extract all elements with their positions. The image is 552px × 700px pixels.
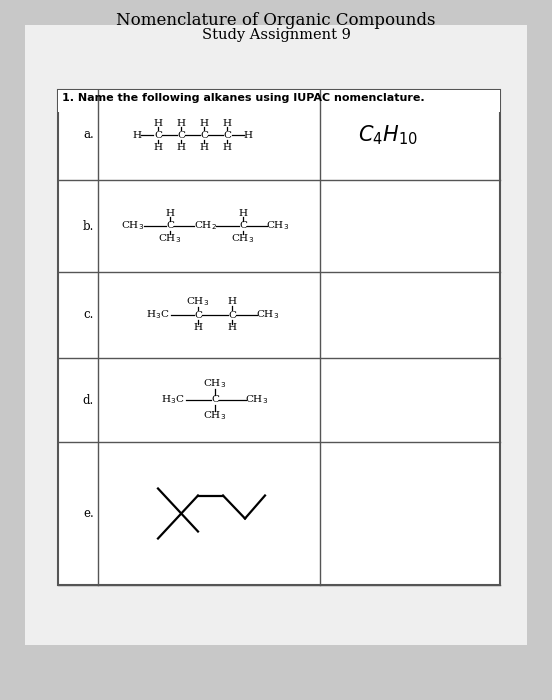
Text: H: H xyxy=(132,130,141,139)
Text: H: H xyxy=(177,143,185,151)
Text: Study Assignment 9: Study Assignment 9 xyxy=(201,28,351,42)
Text: C: C xyxy=(200,130,208,139)
Text: C: C xyxy=(177,130,185,139)
Text: CH$_3$: CH$_3$ xyxy=(121,220,145,232)
Text: H: H xyxy=(194,323,203,332)
Text: H: H xyxy=(166,209,174,218)
Text: $C_4H_{10}$: $C_4H_{10}$ xyxy=(358,123,418,147)
Text: H: H xyxy=(243,130,252,139)
Text: H: H xyxy=(199,143,209,151)
Text: C: C xyxy=(154,130,162,139)
Text: H: H xyxy=(199,118,209,127)
Text: CH$_3$: CH$_3$ xyxy=(231,232,254,246)
Text: CH$_3$: CH$_3$ xyxy=(187,295,210,309)
Text: C: C xyxy=(223,130,231,139)
Text: b.: b. xyxy=(83,220,94,232)
Bar xyxy=(58,90,500,585)
Text: c.: c. xyxy=(83,309,94,321)
Text: H: H xyxy=(177,118,185,127)
Text: d.: d. xyxy=(83,393,94,407)
Bar xyxy=(25,25,527,645)
Text: H$_3$C: H$_3$C xyxy=(161,393,185,407)
Text: CH$_3$: CH$_3$ xyxy=(204,410,226,422)
Text: C: C xyxy=(239,221,247,230)
Text: CH$_2$: CH$_2$ xyxy=(194,220,216,232)
Text: C: C xyxy=(194,311,202,319)
Text: CH$_3$: CH$_3$ xyxy=(246,393,269,407)
Text: C: C xyxy=(166,221,174,230)
Text: C: C xyxy=(228,311,236,319)
Text: C: C xyxy=(211,395,219,405)
Text: H: H xyxy=(153,143,162,151)
Text: Nomenclature of Organic Compounds: Nomenclature of Organic Compounds xyxy=(116,12,436,29)
Text: a.: a. xyxy=(83,129,94,141)
Text: CH$_3$: CH$_3$ xyxy=(257,309,279,321)
Text: CH$_3$: CH$_3$ xyxy=(267,220,290,232)
Text: e.: e. xyxy=(83,507,94,520)
Text: H: H xyxy=(238,209,247,218)
Text: H: H xyxy=(222,118,231,127)
Bar xyxy=(58,90,500,112)
Text: H: H xyxy=(153,118,162,127)
Text: CH$_3$: CH$_3$ xyxy=(158,232,182,246)
Text: H: H xyxy=(222,143,231,151)
Text: 1. Name the following alkanes using IUPAC nomenclature.: 1. Name the following alkanes using IUPA… xyxy=(62,93,424,103)
Text: H: H xyxy=(227,298,236,307)
Text: CH$_3$: CH$_3$ xyxy=(204,377,226,391)
Text: H: H xyxy=(227,323,236,332)
Text: H$_3$C: H$_3$C xyxy=(146,309,169,321)
